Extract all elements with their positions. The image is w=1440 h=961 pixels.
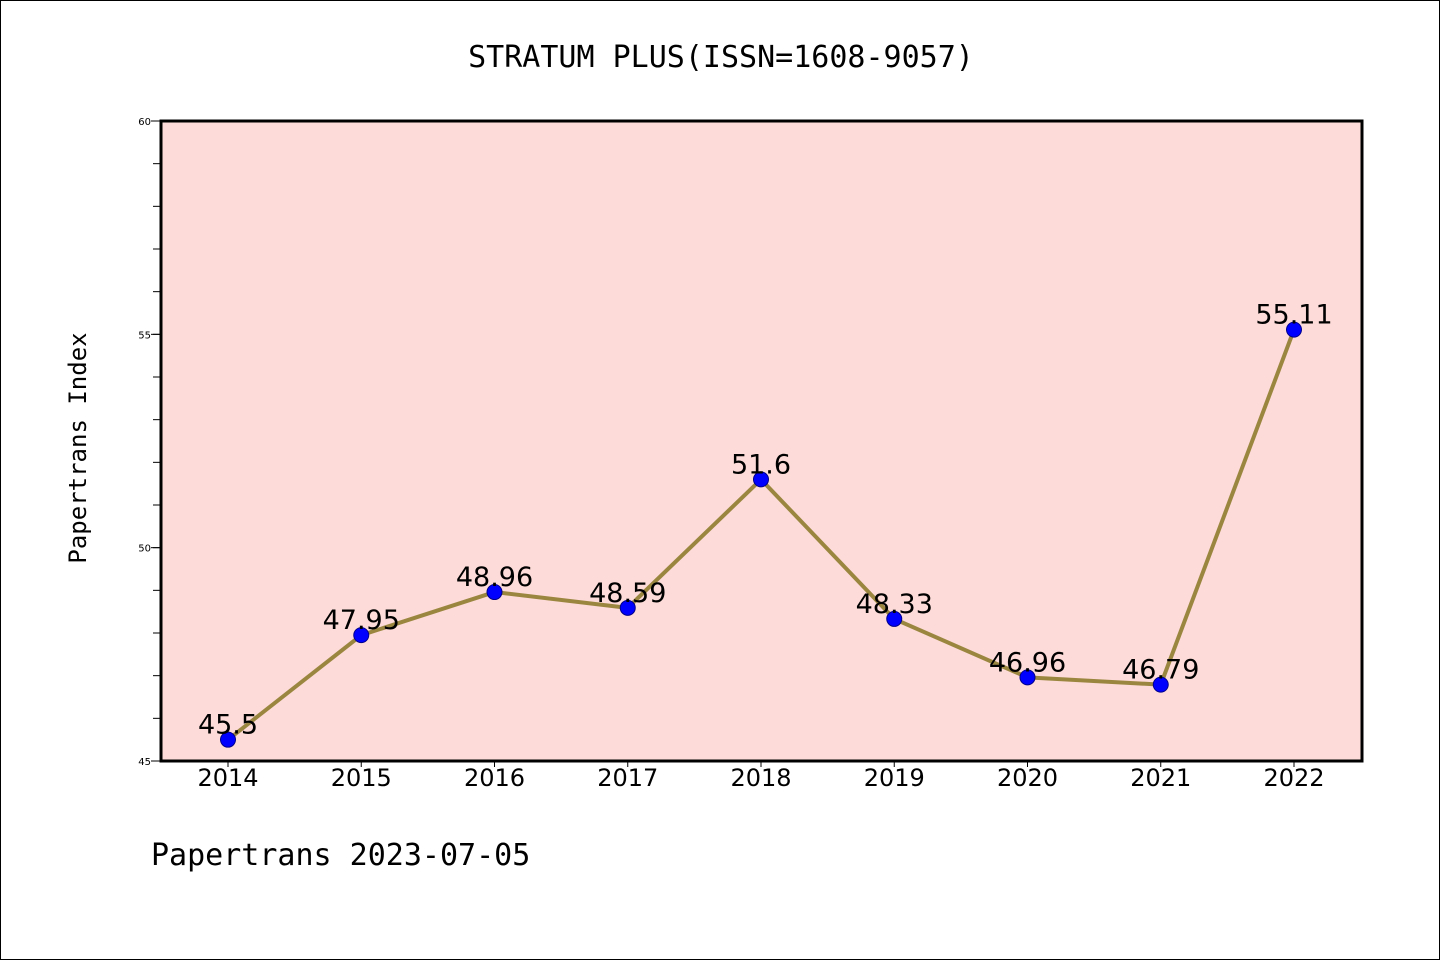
y-tick-label: 50 — [138, 544, 151, 555]
x-tick-label: 2017 — [597, 764, 658, 792]
data-labels: 45.5 47.95 48.96 48.59 51.6 48.33 46.96 46.79 55… — [198, 300, 1333, 741]
plot-border — [159, 119, 1364, 763]
x-tick-label: 2021 — [1130, 764, 1191, 792]
x-tick-label: 2020 — [997, 764, 1058, 792]
data-point — [220, 731, 236, 748]
series-markers — [220, 321, 1302, 748]
x-axis-ticks: 2014 2015 2016 2017 2018 2019 2020 2021 2022 — [197, 761, 1325, 792]
data-point — [353, 627, 370, 644]
data-label: 47.95 — [323, 605, 400, 636]
data-label: 48.59 — [589, 578, 666, 609]
x-tick-label: 2019 — [864, 764, 925, 792]
footer-text: Papertrans 2023-07-05 — [151, 838, 530, 873]
data-point — [1286, 321, 1302, 338]
data-point — [753, 471, 769, 488]
x-tick-label: 2018 — [730, 764, 791, 792]
y-axis-label: Papertrans Index — [64, 332, 92, 563]
data-label: 46.96 — [989, 647, 1066, 678]
data-point — [619, 599, 636, 616]
plot-area — [161, 121, 1362, 761]
data-label: 51.6 — [731, 449, 791, 480]
data-label: 46.79 — [1122, 655, 1199, 686]
data-point — [1152, 676, 1169, 693]
x-tick-label: 2016 — [464, 764, 525, 792]
y-tick-label: 45 — [138, 757, 151, 768]
y-tick-label: 60 — [138, 117, 151, 128]
data-label: 55.11 — [1255, 300, 1332, 331]
data-point — [1019, 669, 1036, 686]
x-tick-label: 2014 — [197, 764, 258, 792]
data-label: 48.33 — [856, 589, 933, 620]
chart-title: STRATUM PLUS(ISSN=1608-9057) — [468, 40, 974, 75]
x-tick-label: 2022 — [1263, 764, 1324, 792]
x-tick-label: 2015 — [331, 764, 392, 792]
y-tick-label: 55 — [138, 330, 151, 341]
data-point — [486, 584, 503, 601]
data-label: 48.96 — [456, 562, 533, 593]
data-label: 45.5 — [198, 710, 258, 741]
data-point — [886, 610, 903, 627]
y-axis-ticks: 45 50 55 60 — [138, 117, 161, 768]
